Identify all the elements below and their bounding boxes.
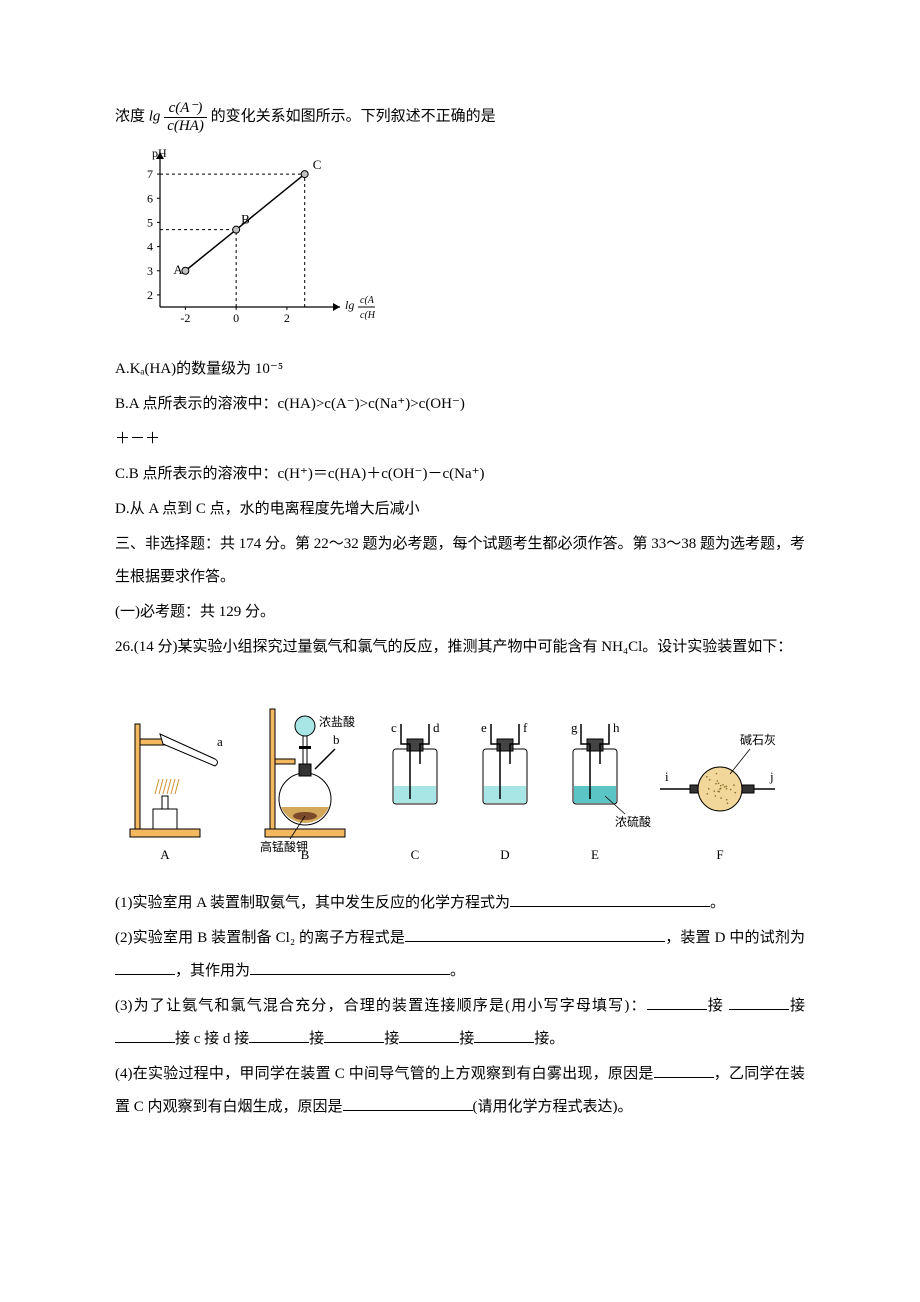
option-c: C.B 点所表示的溶液中：c(H⁺)＝c(HA)＋c(OH⁻)－c(Na⁺) [115, 458, 805, 491]
blank-2 [405, 927, 665, 942]
q26-3-b1: 接 [707, 998, 724, 1014]
intro-pre: 浓度 [115, 108, 145, 124]
chart-svg: 2 3 4 5 6 7 -2 0 2 A B CpH lg c(A⁻) c(HA) [115, 142, 375, 332]
svg-text:g: g [571, 720, 578, 735]
svg-text:浓硫酸: 浓硫酸 [615, 814, 651, 829]
q26-2-a: (2)实验室用 B 装置制备 Cl₂ 的离子方程式是 [115, 930, 405, 946]
svg-text:E: E [591, 847, 599, 862]
svg-text:0: 0 [233, 311, 239, 325]
plus-minus-plus: ＋－＋ [115, 423, 805, 456]
svg-text:d: d [433, 720, 440, 735]
q26-3-d2: 接 [384, 1031, 399, 1047]
svg-text:pH: pH [152, 146, 167, 160]
ph-chart: 2 3 4 5 6 7 -2 0 2 A B CpH lg c(A⁻) c(HA) [115, 142, 805, 345]
svg-text:2: 2 [284, 311, 290, 325]
svg-text:h: h [613, 720, 620, 735]
q26-2: (2)实验室用 B 装置制备 Cl₂ 的离子方程式是 ，装置 D 中的试剂为 ，其作… [115, 922, 805, 988]
blank-3 [115, 960, 175, 975]
q26-3-d3: 接 [459, 1031, 474, 1047]
svg-text:7: 7 [147, 167, 153, 181]
blank-4 [250, 960, 450, 975]
question-intro: 浓度 lg c(A⁻) c(HA) 的变化关系如图所示。下列叙述不正确的是 [115, 100, 805, 134]
blank-13 [343, 1096, 473, 1111]
q26-1-end: 。 [710, 895, 725, 911]
section-3-head: 三、非选择题：共 174 分。第 22～32 题为必考题，每个试题考生都必须作答… [115, 528, 805, 594]
q26-3-d4: 接 [534, 1031, 549, 1047]
blank-6 [729, 995, 789, 1010]
q26-2-d: 。 [450, 963, 465, 979]
svg-text:B: B [301, 847, 310, 862]
svg-text:2: 2 [147, 288, 153, 302]
svg-text:碱石灰: 碱石灰 [740, 733, 776, 747]
blank-9 [324, 1028, 384, 1043]
q26-3: (3)为了让氨气和氯气混合充分，合理的装置连接顺序是(用小写字母填写)：接 接接… [115, 990, 805, 1056]
q26-stem: 26.(14 分)某实验小组探究过量氨气和氯气的反应，推测其产物中可能含有 NH… [115, 631, 805, 664]
svg-text:3: 3 [147, 264, 153, 278]
frac-1-num: c(A⁻) [164, 100, 207, 118]
svg-text:c: c [391, 720, 397, 735]
q26-3-b2: 接 [789, 998, 805, 1014]
blank-11 [474, 1028, 534, 1043]
svg-text:c(A⁻): c(A⁻) [360, 295, 375, 306]
lg-1: lg [149, 108, 161, 124]
q26-2-b: ，装置 D 中的试剂为 [665, 930, 805, 946]
svg-text:6: 6 [147, 191, 153, 205]
q26-4: (4)在实验过程中，甲同学在装置 C 中间导气管的上方观察到有白雾出现，原因是，… [115, 1058, 805, 1124]
svg-text:j: j [769, 769, 774, 784]
svg-text:A: A [173, 262, 183, 277]
svg-text:4: 4 [147, 240, 153, 254]
svg-text:c(HA): c(HA) [360, 310, 375, 321]
option-b: B.A 点所表示的溶液中：c(HA)>c(A⁻)>c(Na⁺)>c(OH⁻) [115, 388, 805, 421]
q26-2-c: ，其作用为 [175, 963, 250, 979]
svg-text:lg: lg [345, 298, 354, 312]
svg-text:F: F [716, 847, 723, 862]
svg-text:a: a [217, 734, 223, 749]
q26-4-a: (4)在实验过程中，甲同学在装置 C 中间导气管的上方观察到有白雾出现，原因是 [115, 1066, 654, 1082]
blank-7 [115, 1028, 175, 1043]
option-a: A.Kₐ(HA)的数量级为 10⁻⁵ [115, 353, 805, 386]
option-d: D.从 A 点到 C 点，水的电离程度先增大后减小 [115, 493, 805, 526]
q26-4-c: (请用化学方程式表达)。 [473, 1099, 633, 1115]
blank-5 [647, 995, 707, 1010]
svg-text:D: D [500, 847, 509, 862]
svg-text:C: C [411, 847, 420, 862]
svg-text:C: C [313, 157, 322, 172]
frac-1-den: c(HA) [164, 118, 207, 135]
q26-3-c: 接 c 接 d 接 [175, 1031, 249, 1047]
q26-3-d1: 接 [309, 1031, 324, 1047]
q26-3-a: (3)为了让氨气和氯气混合充分，合理的装置连接顺序是(用小写字母填写)： [115, 998, 647, 1014]
blank-10 [399, 1028, 459, 1043]
svg-text:i: i [665, 769, 669, 784]
svg-text:A: A [160, 847, 170, 862]
q26-3-e: 。 [549, 1031, 564, 1047]
svg-text:-2: -2 [180, 311, 190, 325]
frac-1: c(A⁻) c(HA) [164, 100, 207, 134]
svg-text:5: 5 [147, 215, 153, 229]
svg-text:f: f [523, 720, 528, 735]
svg-text:B: B [241, 212, 250, 227]
svg-text:浓盐酸: 浓盐酸 [319, 714, 355, 729]
svg-text:e: e [481, 720, 487, 735]
blank-1 [510, 892, 710, 907]
svg-text:b: b [333, 732, 340, 747]
blank-12 [654, 1063, 714, 1078]
blank-8 [249, 1028, 309, 1043]
apparatus-diagram: aAb浓盐酸高锰酸钾BcdCefDghE浓硫酸ij碱石灰F [115, 674, 805, 877]
q26-1: (1)实验室用 A 装置制取氨气，其中发生反应的化学方程式为 。 [115, 887, 805, 920]
intro-post: 的变化关系如图所示。下列叙述不正确的是 [211, 108, 496, 124]
q26-1-text: (1)实验室用 A 装置制取氨气，其中发生反应的化学方程式为 [115, 895, 510, 911]
section-3-sub: (一)必考题：共 129 分。 [115, 596, 805, 629]
apparatus-svg: aAb浓盐酸高锰酸钾BcdCefDghE浓硫酸ij碱石灰F [115, 674, 805, 864]
